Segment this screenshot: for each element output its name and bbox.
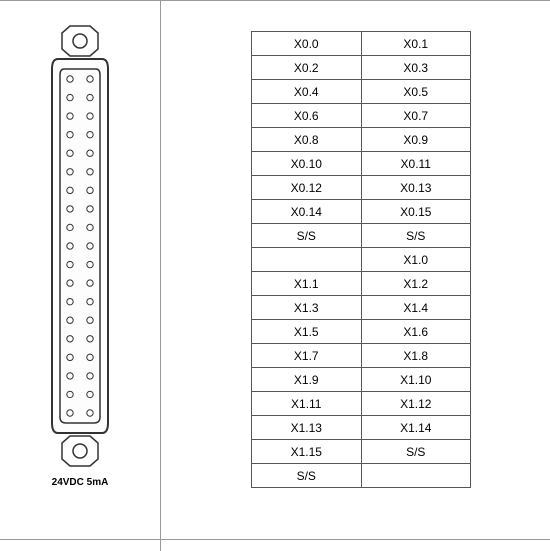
table-row: X0.4X0.5	[252, 80, 471, 104]
table-row: X0.6X0.7	[252, 104, 471, 128]
table-cell: X0.2	[252, 56, 362, 80]
main-container: 24VDC 5mA X0.0X0.1X0.2X0.3X0.4X0.5X0.6X0…	[0, 0, 550, 551]
table-cell: S/S	[252, 224, 362, 248]
table-cell: X0.4	[252, 80, 362, 104]
table-row: X1.1X1.2	[252, 272, 471, 296]
table-row: X0.0X0.1	[252, 32, 471, 56]
table-cell	[252, 248, 362, 272]
table-row: X0.2X0.3	[252, 56, 471, 80]
table-cell: X0.12	[252, 176, 362, 200]
table-cell: X0.15	[361, 200, 471, 224]
table-cell: X1.9	[252, 368, 362, 392]
table-cell: X1.7	[252, 344, 362, 368]
table-cell: S/S	[252, 464, 362, 488]
table-row: X1.9X1.10	[252, 368, 471, 392]
table-row: X1.13X1.14	[252, 416, 471, 440]
pinout-panel: X0.0X0.1X0.2X0.3X0.4X0.5X0.6X0.7X0.8X0.9…	[161, 1, 550, 551]
table-cell: X1.0	[361, 248, 471, 272]
table-cell: S/S	[361, 440, 471, 464]
table-cell: X1.2	[361, 272, 471, 296]
bottom-divider	[0, 539, 550, 540]
table-cell: X1.1	[252, 272, 362, 296]
table-cell: X0.9	[361, 128, 471, 152]
table-row: X1.0	[252, 248, 471, 272]
table-cell: X1.8	[361, 344, 471, 368]
table-row: X0.10X0.11	[252, 152, 471, 176]
table-row: X0.12X0.13	[252, 176, 471, 200]
table-cell: X1.4	[361, 296, 471, 320]
pinout-table: X0.0X0.1X0.2X0.3X0.4X0.5X0.6X0.7X0.8X0.9…	[251, 31, 471, 488]
table-cell: X1.10	[361, 368, 471, 392]
table-cell: X0.6	[252, 104, 362, 128]
table-cell: X1.11	[252, 392, 362, 416]
table-cell: X0.1	[361, 32, 471, 56]
table-cell: X0.7	[361, 104, 471, 128]
table-cell	[361, 464, 471, 488]
table-cell: X1.15	[252, 440, 362, 464]
table-cell: X1.13	[252, 416, 362, 440]
table-cell: X1.5	[252, 320, 362, 344]
table-row: X1.7X1.8	[252, 344, 471, 368]
connector-label: 24VDC 5mA	[52, 477, 109, 488]
table-row: S/S	[252, 464, 471, 488]
table-cell: X0.13	[361, 176, 471, 200]
table-row: X1.3X1.4	[252, 296, 471, 320]
table-cell: X1.12	[361, 392, 471, 416]
table-row: X0.8X0.9	[252, 128, 471, 152]
table-cell: X0.14	[252, 200, 362, 224]
table-cell: S/S	[361, 224, 471, 248]
connector-panel: 24VDC 5mA	[0, 1, 161, 551]
table-cell: X0.3	[361, 56, 471, 80]
db-connector-icon	[40, 21, 120, 471]
table-cell: X1.14	[361, 416, 471, 440]
table-cell: X0.5	[361, 80, 471, 104]
table-cell: X0.10	[252, 152, 362, 176]
table-cell: X0.8	[252, 128, 362, 152]
table-cell: X1.6	[361, 320, 471, 344]
table-row: S/SS/S	[252, 224, 471, 248]
table-cell: X0.11	[361, 152, 471, 176]
table-row: X1.11X1.12	[252, 392, 471, 416]
table-cell: X0.0	[252, 32, 362, 56]
table-cell: X1.3	[252, 296, 362, 320]
table-row: X1.5X1.6	[252, 320, 471, 344]
table-row: X0.14X0.15	[252, 200, 471, 224]
table-row: X1.15S/S	[252, 440, 471, 464]
